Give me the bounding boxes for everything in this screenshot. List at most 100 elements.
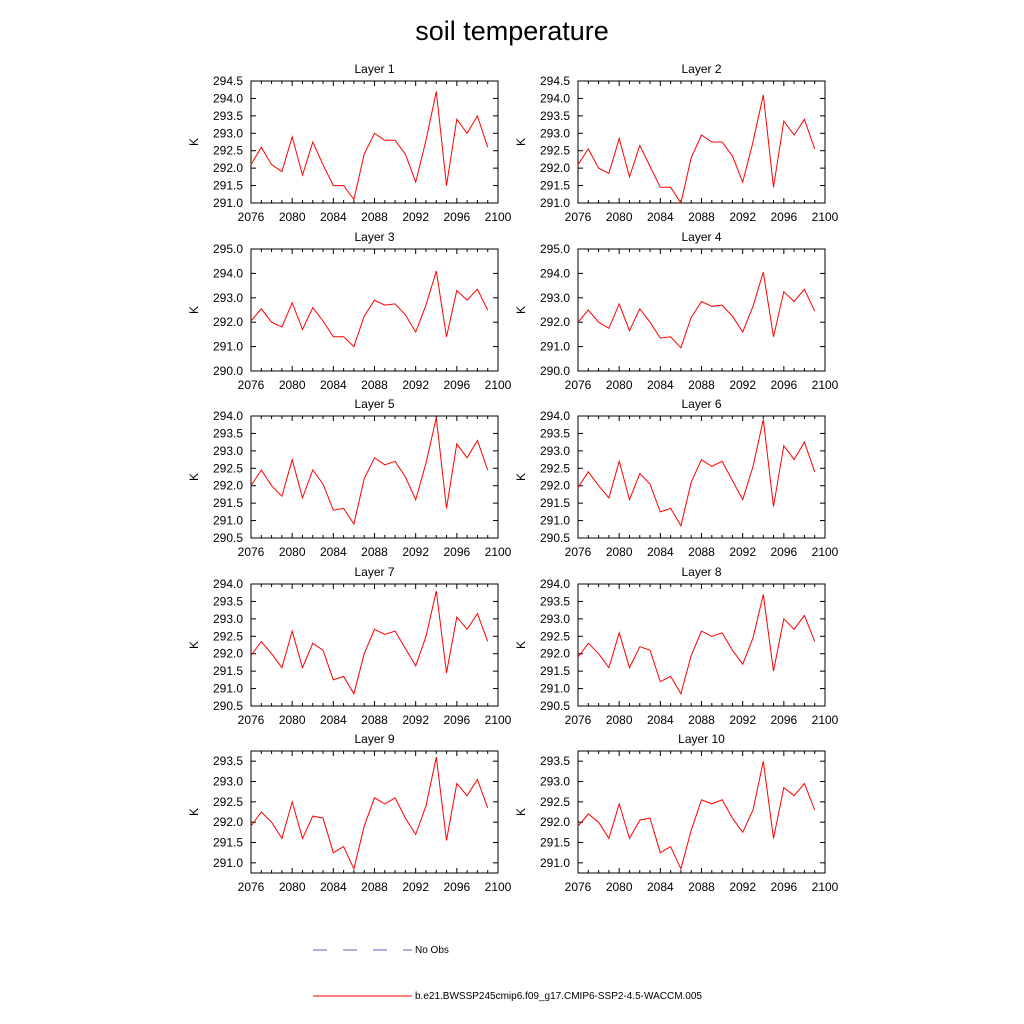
series-line: [577, 94, 816, 205]
panel-title: Layer 4: [681, 230, 721, 244]
plot-frame: [577, 750, 826, 874]
y-tick-label: 293.0: [540, 126, 570, 140]
y-tick-label: 293.5: [213, 426, 243, 440]
y-tick-label: 292.0: [213, 647, 243, 661]
y-tick-label: 295.0: [213, 242, 243, 256]
x-tick-label: 2100: [812, 378, 839, 392]
y-tick-label: 293.5: [213, 109, 243, 123]
y-tick-label: 292.0: [213, 315, 243, 329]
x-tick-label: 2080: [279, 210, 306, 224]
y-tick-label: 294.0: [540, 577, 570, 591]
y-axis-label: K: [514, 138, 528, 146]
x-tick-label: 2088: [361, 210, 388, 224]
panel-layer-1: Layer 1 K 2076 2080 2084 2088 2092 2096 2100 291.…: [187, 62, 512, 224]
x-tick-label: 2100: [812, 713, 839, 727]
x-tick-label: 2092: [402, 713, 429, 727]
figure-title: soil temperature: [415, 16, 609, 46]
y-tick-label: 294.0: [213, 409, 243, 423]
y-tick-label: 291.0: [540, 856, 570, 870]
x-tick-label: 2092: [729, 880, 756, 894]
x-tick-label: 2084: [647, 378, 674, 392]
x-tick-label: 2096: [443, 880, 470, 894]
panel-layer-5: Layer 5 K 2076 2080 2084 2088 2092 2096 2100 290.…: [187, 397, 512, 559]
y-tick-label: 291.5: [213, 836, 243, 850]
x-tick-label: 2084: [320, 545, 347, 559]
x-tick-label: 2100: [485, 713, 512, 727]
y-tick-label: 291.0: [213, 340, 243, 354]
plot-frame: [577, 248, 826, 372]
legend: No Obs b.e21.BWSSP245cmip6.f09_g17.CMIP6…: [313, 945, 702, 1002]
y-tick-label: 292.5: [540, 461, 570, 475]
x-tick-label: 2100: [485, 210, 512, 224]
y-tick-label: 293.0: [213, 444, 243, 458]
x-tick-label: 2084: [320, 880, 347, 894]
panel-layer-6: Layer 6 K 2076 2080 2084 2088 2092 2096 2100 290.…: [514, 397, 839, 559]
series-line: [250, 590, 489, 696]
panel-layer-10: Layer 10 K 2076 2080 2084 2088 2092 2096 2100 291…: [514, 732, 839, 894]
panel-title: Layer 6: [681, 397, 721, 411]
x-tick-label: 2080: [279, 713, 306, 727]
x-tick-label: 2092: [402, 880, 429, 894]
y-tick-label: 293.5: [213, 754, 243, 768]
x-tick-label: 2084: [320, 713, 347, 727]
y-tick-label: 293.0: [540, 444, 570, 458]
series-line: [250, 91, 489, 201]
x-tick-label: 2076: [565, 378, 592, 392]
y-tick-label: 292.5: [213, 144, 243, 158]
x-tick-label: 2100: [812, 880, 839, 894]
x-tick-label: 2096: [770, 713, 797, 727]
series-line: [577, 419, 816, 528]
y-tick-label: 292.0: [213, 161, 243, 175]
x-tick-label: 2084: [320, 378, 347, 392]
x-tick-label: 2076: [565, 545, 592, 559]
x-tick-label: 2084: [647, 210, 674, 224]
panel-title: Layer 1: [354, 62, 394, 76]
x-tick-label: 2080: [606, 545, 633, 559]
x-tick-label: 2092: [729, 713, 756, 727]
y-tick-label: 292.0: [213, 479, 243, 493]
series-line: [250, 270, 489, 348]
plot-frame: [250, 80, 499, 204]
x-tick-label: 2084: [647, 545, 674, 559]
panel-layer-3: Layer 3 K 2076 2080 2084 2088 2092 2096 2100 290.…: [187, 230, 512, 392]
y-tick-label: 294.0: [213, 91, 243, 105]
x-tick-label: 2096: [443, 378, 470, 392]
y-tick-label: 290.0: [540, 364, 570, 378]
x-tick-label: 2076: [238, 713, 265, 727]
y-axis-label: K: [187, 808, 201, 816]
y-tick-label: 294.0: [213, 266, 243, 280]
y-tick-label: 291.5: [540, 496, 570, 510]
y-tick-label: 294.5: [540, 74, 570, 88]
y-tick-label: 293.5: [213, 594, 243, 608]
x-tick-label: 2084: [647, 713, 674, 727]
y-tick-label: 292.5: [213, 629, 243, 643]
x-tick-label: 2080: [279, 545, 306, 559]
y-tick-label: 291.0: [213, 682, 243, 696]
panel-title: Layer 3: [354, 230, 394, 244]
y-axis-label: K: [514, 306, 528, 314]
y-axis-label: K: [514, 473, 528, 481]
series-line: [577, 594, 816, 696]
y-axis-label: K: [187, 641, 201, 649]
y-axis-label: K: [187, 306, 201, 314]
y-tick-label: 293.5: [540, 109, 570, 123]
y-axis-label: K: [187, 473, 201, 481]
panel-title: Layer 5: [354, 397, 394, 411]
y-tick-label: 293.0: [540, 612, 570, 626]
y-tick-label: 291.5: [213, 179, 243, 193]
y-tick-label: 291.0: [540, 340, 570, 354]
y-tick-label: 292.0: [540, 161, 570, 175]
x-tick-label: 2092: [402, 378, 429, 392]
panel-title: Layer 2: [681, 62, 721, 76]
x-tick-label: 2088: [688, 880, 715, 894]
y-tick-label: 292.5: [213, 795, 243, 809]
y-tick-label: 292.0: [540, 815, 570, 829]
y-tick-label: 293.0: [540, 775, 570, 789]
x-tick-label: 2088: [361, 545, 388, 559]
x-tick-label: 2092: [729, 545, 756, 559]
plot-frame: [577, 583, 826, 707]
panel-layer-2: Layer 2 K 2076 2080 2084 2088 2092 2096 2100 291.…: [514, 62, 839, 224]
y-tick-label: 290.0: [213, 364, 243, 378]
x-tick-label: 2096: [770, 378, 797, 392]
x-tick-label: 2076: [238, 545, 265, 559]
